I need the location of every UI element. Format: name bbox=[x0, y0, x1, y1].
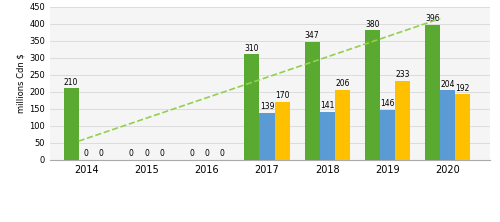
Text: 192: 192 bbox=[456, 84, 470, 93]
Text: 380: 380 bbox=[365, 20, 380, 29]
Bar bbox=[274, 102, 289, 160]
Text: 310: 310 bbox=[244, 44, 259, 53]
Text: 0: 0 bbox=[84, 149, 88, 159]
Bar bbox=[260, 113, 274, 160]
Bar bbox=[395, 81, 410, 160]
Text: 0: 0 bbox=[99, 149, 103, 159]
Text: 204: 204 bbox=[440, 80, 455, 89]
Text: 0: 0 bbox=[159, 149, 164, 159]
Bar bbox=[64, 88, 78, 160]
Bar bbox=[244, 54, 260, 160]
Bar bbox=[440, 90, 456, 160]
Text: 0: 0 bbox=[129, 149, 134, 159]
Bar bbox=[304, 42, 320, 160]
Text: 347: 347 bbox=[305, 31, 320, 40]
Text: 210: 210 bbox=[64, 78, 78, 87]
Text: 0: 0 bbox=[220, 149, 224, 159]
Bar bbox=[456, 95, 470, 160]
Bar bbox=[335, 90, 350, 160]
Text: 0: 0 bbox=[144, 149, 149, 159]
Text: 396: 396 bbox=[426, 14, 440, 23]
Y-axis label: millions Cdn $: millions Cdn $ bbox=[16, 53, 25, 113]
Text: 146: 146 bbox=[380, 99, 395, 108]
Text: 0: 0 bbox=[204, 149, 209, 159]
Bar bbox=[380, 110, 395, 160]
Bar bbox=[320, 112, 335, 160]
Text: 139: 139 bbox=[260, 102, 274, 111]
Bar bbox=[425, 25, 440, 160]
Text: 0: 0 bbox=[189, 149, 194, 159]
Text: 170: 170 bbox=[275, 91, 289, 100]
Text: 233: 233 bbox=[396, 70, 410, 79]
Text: 141: 141 bbox=[320, 101, 334, 110]
Bar bbox=[365, 30, 380, 160]
Text: 206: 206 bbox=[335, 79, 349, 88]
